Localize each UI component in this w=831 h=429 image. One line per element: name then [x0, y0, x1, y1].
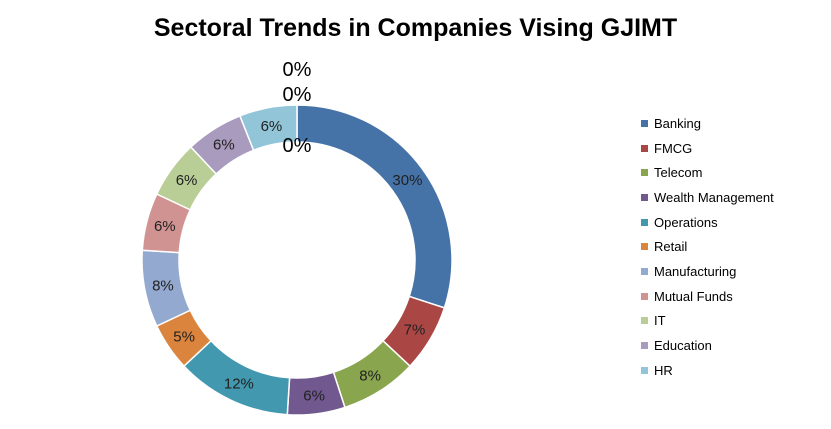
legend-label: Retail	[654, 239, 688, 255]
slice-label: 8%	[359, 367, 381, 384]
legend-label: Banking	[654, 115, 701, 131]
legend-item: HR	[641, 358, 774, 383]
chart-title: Sectoral Trends in Companies Vising GJIM…	[153, 14, 678, 42]
legend-item: Banking	[641, 111, 774, 136]
zero-slice-label: 0%	[283, 59, 312, 81]
legend-item: Telecom	[641, 160, 774, 185]
slice-banking	[296, 104, 453, 309]
legend-swatch	[641, 218, 648, 226]
legend-swatch	[641, 119, 648, 127]
legend-label: FMCG	[654, 140, 693, 156]
slice-label: 6%	[261, 118, 283, 135]
legend-item: Education	[641, 333, 774, 358]
legend-label: IT	[654, 313, 666, 329]
legend-label: Mutual Funds	[654, 288, 733, 304]
slice-label: 6%	[154, 218, 176, 235]
legend-label: Telecom	[654, 165, 703, 181]
legend-swatch	[641, 292, 648, 300]
legend-swatch	[641, 342, 648, 350]
slice-label: 30%	[392, 172, 422, 189]
legend: Banking FMCG Telecom Wealth Management Opera…	[641, 111, 774, 383]
legend-label: HR	[654, 362, 673, 378]
legend-label: Wealth Management	[654, 189, 774, 205]
legend-swatch	[641, 144, 648, 152]
legend-item: Retail	[641, 234, 774, 259]
slice-label: 6%	[303, 387, 325, 404]
legend-item: Operations	[641, 210, 774, 235]
slice-label: 6%	[213, 137, 235, 154]
slice-label: 12%	[224, 376, 254, 393]
legend-swatch	[641, 366, 648, 374]
legend-swatch	[641, 243, 648, 251]
slice-label: 7%	[404, 321, 426, 338]
legend-swatch	[641, 193, 648, 201]
legend-swatch	[641, 267, 648, 275]
legend-item: Manufacturing	[641, 259, 774, 284]
legend-label: Operations	[654, 214, 718, 230]
legend-label: Manufacturing	[654, 263, 737, 279]
zero-slice-label: 0%	[283, 135, 312, 157]
legend-item: Mutual Funds	[641, 284, 774, 309]
slice-label: 5%	[173, 329, 195, 346]
legend-swatch	[641, 169, 648, 177]
legend-item: FMCG	[641, 136, 774, 161]
legend-swatch	[641, 317, 648, 325]
slice-hr	[238, 104, 298, 152]
slice-label: 8%	[152, 278, 174, 295]
zero-slice-label: 0%	[283, 84, 312, 106]
slice-label: 6%	[176, 172, 198, 189]
legend-item: Wealth Management	[641, 185, 774, 210]
legend-label: Education	[654, 338, 712, 354]
legend-item: IT	[641, 309, 774, 334]
